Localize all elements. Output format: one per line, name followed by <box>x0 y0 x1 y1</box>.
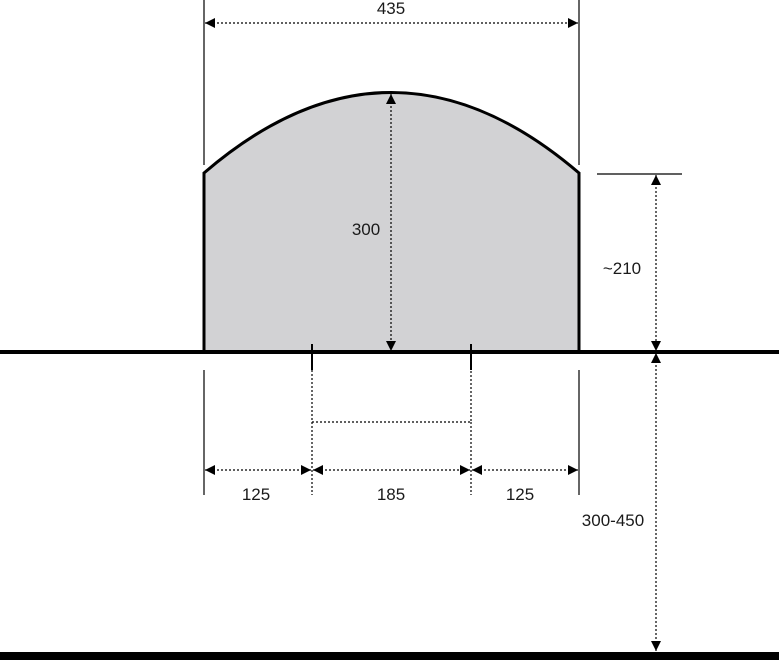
dome-height-label: 300 <box>352 220 380 239</box>
side-height-label: ~210 <box>603 259 641 278</box>
right-offset-label: 125 <box>506 485 534 504</box>
center-width-label: 185 <box>377 485 405 504</box>
depth-label: 300-450 <box>582 511 644 530</box>
total-width-label: 435 <box>377 0 405 18</box>
foundation-outline <box>311 370 472 423</box>
left-offset-label: 125 <box>242 485 270 504</box>
